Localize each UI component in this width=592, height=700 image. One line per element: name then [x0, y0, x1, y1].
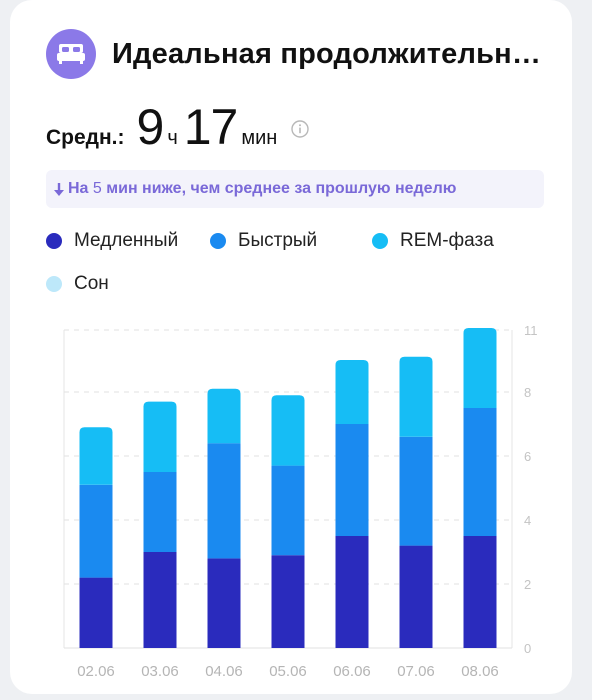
legend-label-awake: Сон: [74, 273, 109, 294]
y-tick-label: 11: [524, 323, 538, 338]
minutes-unit: мин: [241, 127, 278, 149]
legend-dot-rem: [372, 233, 388, 249]
legend-item-deep: Медленный: [46, 230, 178, 252]
bar-segment: [271, 395, 305, 466]
comparison-text: мин ниже, чем среднее за прошлую неделю: [106, 180, 457, 197]
x-tick-label: 03.06: [141, 663, 179, 680]
legend-item-rem: REM-фаза: [372, 230, 494, 252]
legend-label-light: Быстрый: [238, 230, 318, 251]
x-tick-label: 05.06: [269, 663, 307, 680]
y-tick-label: 4: [524, 513, 531, 528]
y-tick-label: 6: [524, 449, 531, 464]
legend-item-light: Быстрый: [210, 230, 317, 252]
bar-segment: [143, 552, 177, 648]
bar-segment: [207, 388, 241, 444]
y-tick-label: 0: [524, 641, 531, 656]
x-tick-label: 07.06: [397, 663, 435, 680]
card-header: Идеальная продолжительн…: [46, 28, 541, 80]
card-title: Идеальная продолжительн…: [112, 37, 542, 70]
legend-dot-awake: [46, 276, 62, 292]
hours-unit: ч: [167, 127, 178, 149]
y-tick-label: 2: [524, 577, 531, 592]
legend-label-deep: Медленный: [74, 230, 179, 251]
arrow-down-icon: [54, 182, 64, 196]
average-label: Средн.:: [46, 126, 125, 149]
bar-segment: [271, 555, 305, 648]
bar-segment: [335, 424, 369, 536]
bar-segment: [335, 360, 369, 424]
bar-segment: [207, 558, 241, 648]
bar-segment: [463, 408, 497, 536]
comparison-prefix: На: [68, 180, 89, 197]
x-tick-label: 04.06: [205, 663, 243, 680]
bar-segment: [79, 577, 113, 648]
x-tick-label: 06.06: [333, 663, 371, 680]
average-minutes: 17: [183, 99, 239, 155]
bar-segment: [399, 436, 433, 546]
bar-segment: [271, 465, 305, 556]
x-tick-label: 08.06: [461, 663, 499, 680]
bar-segment: [335, 536, 369, 648]
bar-segment: [79, 427, 113, 485]
bar-segment: [143, 401, 177, 472]
bed-icon: [46, 29, 96, 79]
bar-segment: [399, 356, 433, 437]
legend-dot-deep: [46, 233, 62, 249]
average-hours: 9: [136, 99, 165, 155]
legend-item-awake: Сон: [46, 273, 109, 295]
x-tick-label: 02.06: [77, 663, 115, 680]
bar-segment: [399, 545, 433, 648]
weekly-comparison: На 5 мин ниже, чем среднее за прошлую не…: [46, 170, 544, 208]
comparison-value: 5: [92, 180, 102, 197]
bar-segment: [463, 328, 497, 408]
bar-segment: [79, 484, 113, 578]
bar-segment: [143, 472, 177, 552]
bar-segment: [207, 443, 241, 559]
legend-label-rem: REM-фаза: [400, 230, 494, 251]
bar-segment: [463, 536, 497, 648]
legend-dot-light: [210, 233, 226, 249]
average-sleep: Средн.: 9 ч 17 мин: [46, 98, 310, 158]
info-icon[interactable]: [291, 120, 310, 138]
y-tick-label: 8: [524, 385, 531, 400]
